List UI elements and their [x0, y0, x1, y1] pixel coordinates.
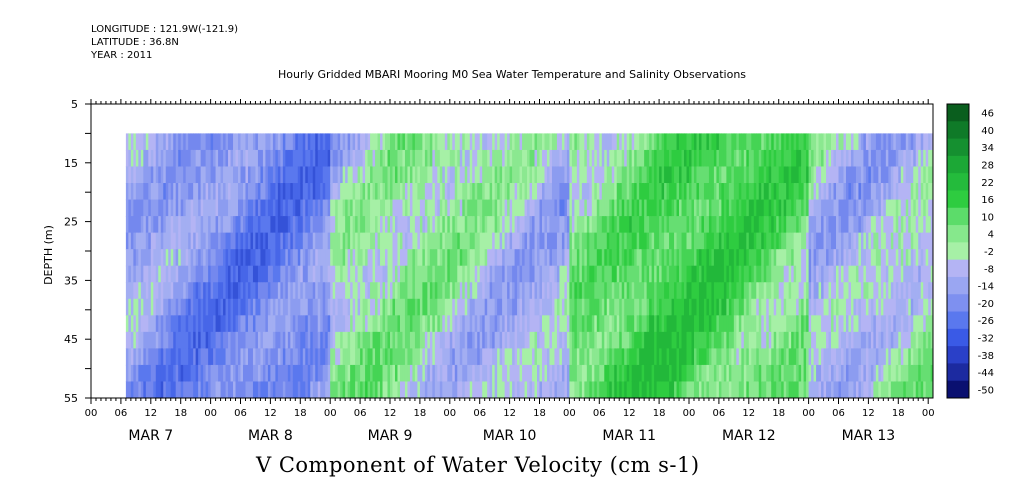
colorbar-swatch — [947, 363, 969, 381]
x-day-label: MAR 10 — [483, 428, 537, 444]
x-hour-label: 06 — [473, 408, 486, 419]
colorbar-swatch — [947, 329, 969, 347]
x-hour-label: 00 — [563, 408, 576, 419]
heatmap-field — [126, 133, 934, 398]
x-hour-label: 00 — [922, 408, 935, 419]
x-hour-label: 06 — [115, 408, 128, 419]
colorbar-label: -20 — [978, 299, 994, 310]
x-day-label: MAR 7 — [128, 428, 173, 444]
colorbar-label: -26 — [978, 316, 994, 327]
y-axis: 5 15 25 35 45 55 — [64, 98, 91, 405]
colorbar-label: 16 — [981, 195, 994, 206]
colorbar-label: -32 — [978, 333, 994, 344]
velocity-heatmap-chart: 5 15 25 35 45 55 00 06 12 18 00 06 12 18 00 06 12 18 00 06… — [0, 0, 1009, 504]
x-day-label: MAR 13 — [842, 428, 896, 444]
x-hour-label: 18 — [892, 408, 905, 419]
colorbar-swatch — [947, 121, 969, 139]
y-tick-label: 55 — [64, 392, 78, 405]
y-tick-label: 45 — [64, 333, 78, 346]
x-hour-label: 00 — [443, 408, 456, 419]
colorbar-swatch — [947, 173, 969, 191]
colorbar: 46 40 34 28 22 16 10 4 -2 -8 -14 -20 -26 -32 -38 -44 -50 — [947, 104, 994, 399]
colorbar-swatch — [947, 208, 969, 226]
colorbar-swatch — [947, 312, 969, 330]
x-hour-label: 00 — [802, 408, 815, 419]
x-day-label: MAR 8 — [248, 428, 293, 444]
x-hour-label: 06 — [234, 408, 247, 419]
colorbar-swatch — [947, 260, 969, 278]
colorbar-label: 22 — [981, 178, 994, 189]
colorbar-label: -8 — [984, 264, 994, 275]
x-hour-label: 18 — [772, 408, 785, 419]
x-hour-label: 12 — [264, 408, 277, 419]
colorbar-swatch — [947, 156, 969, 174]
y-tick-label: 35 — [64, 274, 78, 287]
colorbar-label: 28 — [981, 161, 994, 172]
x-hour-label: 06 — [832, 408, 845, 419]
colorbar-label: 34 — [981, 143, 994, 154]
colorbar-swatch — [947, 225, 969, 243]
colorbar-label: 10 — [981, 212, 994, 223]
x-hour-label: 06 — [713, 408, 726, 419]
colorbar-label: -2 — [984, 247, 994, 258]
x-hour-label: 12 — [384, 408, 397, 419]
x-hour-label: 12 — [144, 408, 157, 419]
colorbar-swatch — [947, 294, 969, 312]
colorbar-label: 4 — [988, 230, 994, 241]
x-hour-label: 18 — [533, 408, 546, 419]
x-hour-label: 12 — [503, 408, 516, 419]
colorbar-label: -38 — [978, 351, 994, 362]
x-day-label: MAR 11 — [602, 428, 656, 444]
x-hour-label: 00 — [683, 408, 696, 419]
colorbar-label: -50 — [978, 385, 994, 396]
x-day-label: MAR 12 — [722, 428, 776, 444]
y-tick-label: 5 — [71, 98, 78, 111]
y-tick-label: 15 — [64, 157, 78, 170]
variable-title: V Component of Water Velocity (cm s-1) — [256, 453, 700, 477]
colorbar-swatch — [947, 381, 969, 399]
x-hour-label: 12 — [742, 408, 755, 419]
colorbar-swatch — [947, 190, 969, 208]
x-hour-label: 12 — [623, 408, 636, 419]
colorbar-swatch — [947, 277, 969, 295]
x-hour-label: 18 — [653, 408, 666, 419]
x-hour-label: 18 — [414, 408, 427, 419]
y-tick-label: 25 — [64, 216, 78, 229]
colorbar-label: 46 — [981, 109, 994, 120]
colorbar-label: 40 — [981, 126, 994, 137]
x-hour-label: 06 — [354, 408, 367, 419]
colorbar-swatch — [947, 104, 969, 122]
colorbar-swatch — [947, 139, 969, 157]
y-axis-label: DEPTH (m) — [42, 225, 55, 285]
colorbar-swatch — [947, 346, 969, 364]
x-hour-label: 06 — [593, 408, 606, 419]
x-day-label: MAR 9 — [368, 428, 413, 444]
x-hour-label: 00 — [324, 408, 337, 419]
x-hour-label: 12 — [862, 408, 875, 419]
x-hour-label: 18 — [294, 408, 307, 419]
x-hour-label: 00 — [85, 408, 98, 419]
x-hour-label: 00 — [204, 408, 217, 419]
x-hour-label: 18 — [174, 408, 187, 419]
colorbar-label: -14 — [978, 282, 994, 293]
colorbar-swatch — [947, 242, 969, 260]
colorbar-label: -44 — [978, 368, 994, 379]
